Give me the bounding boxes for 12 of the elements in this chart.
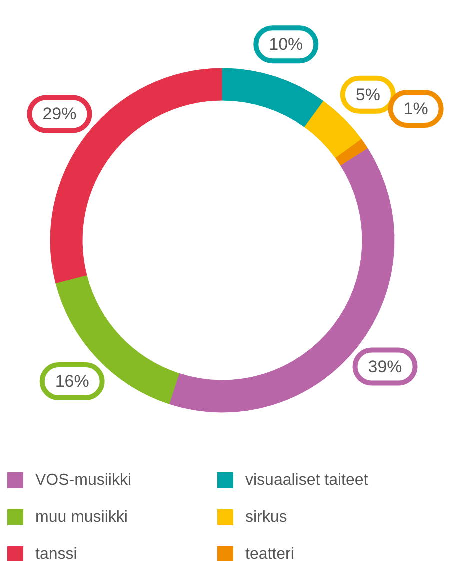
data-label: 1% (404, 99, 428, 118)
legend-label: muu musiikki (36, 509, 128, 526)
data-label: 5% (356, 85, 380, 104)
data-label: 29% (42, 104, 77, 124)
legend-label: teatteri (246, 546, 294, 561)
legend-label: sirkus (246, 509, 288, 526)
legend-label: VOS-musiikki (36, 472, 132, 489)
data-label: 39% (368, 357, 402, 376)
legend-label: visuaaliset taiteet (246, 472, 369, 489)
data-label: 10% (269, 35, 304, 54)
data-label: 16% (55, 372, 90, 392)
legend-label: tanssi (36, 546, 78, 561)
